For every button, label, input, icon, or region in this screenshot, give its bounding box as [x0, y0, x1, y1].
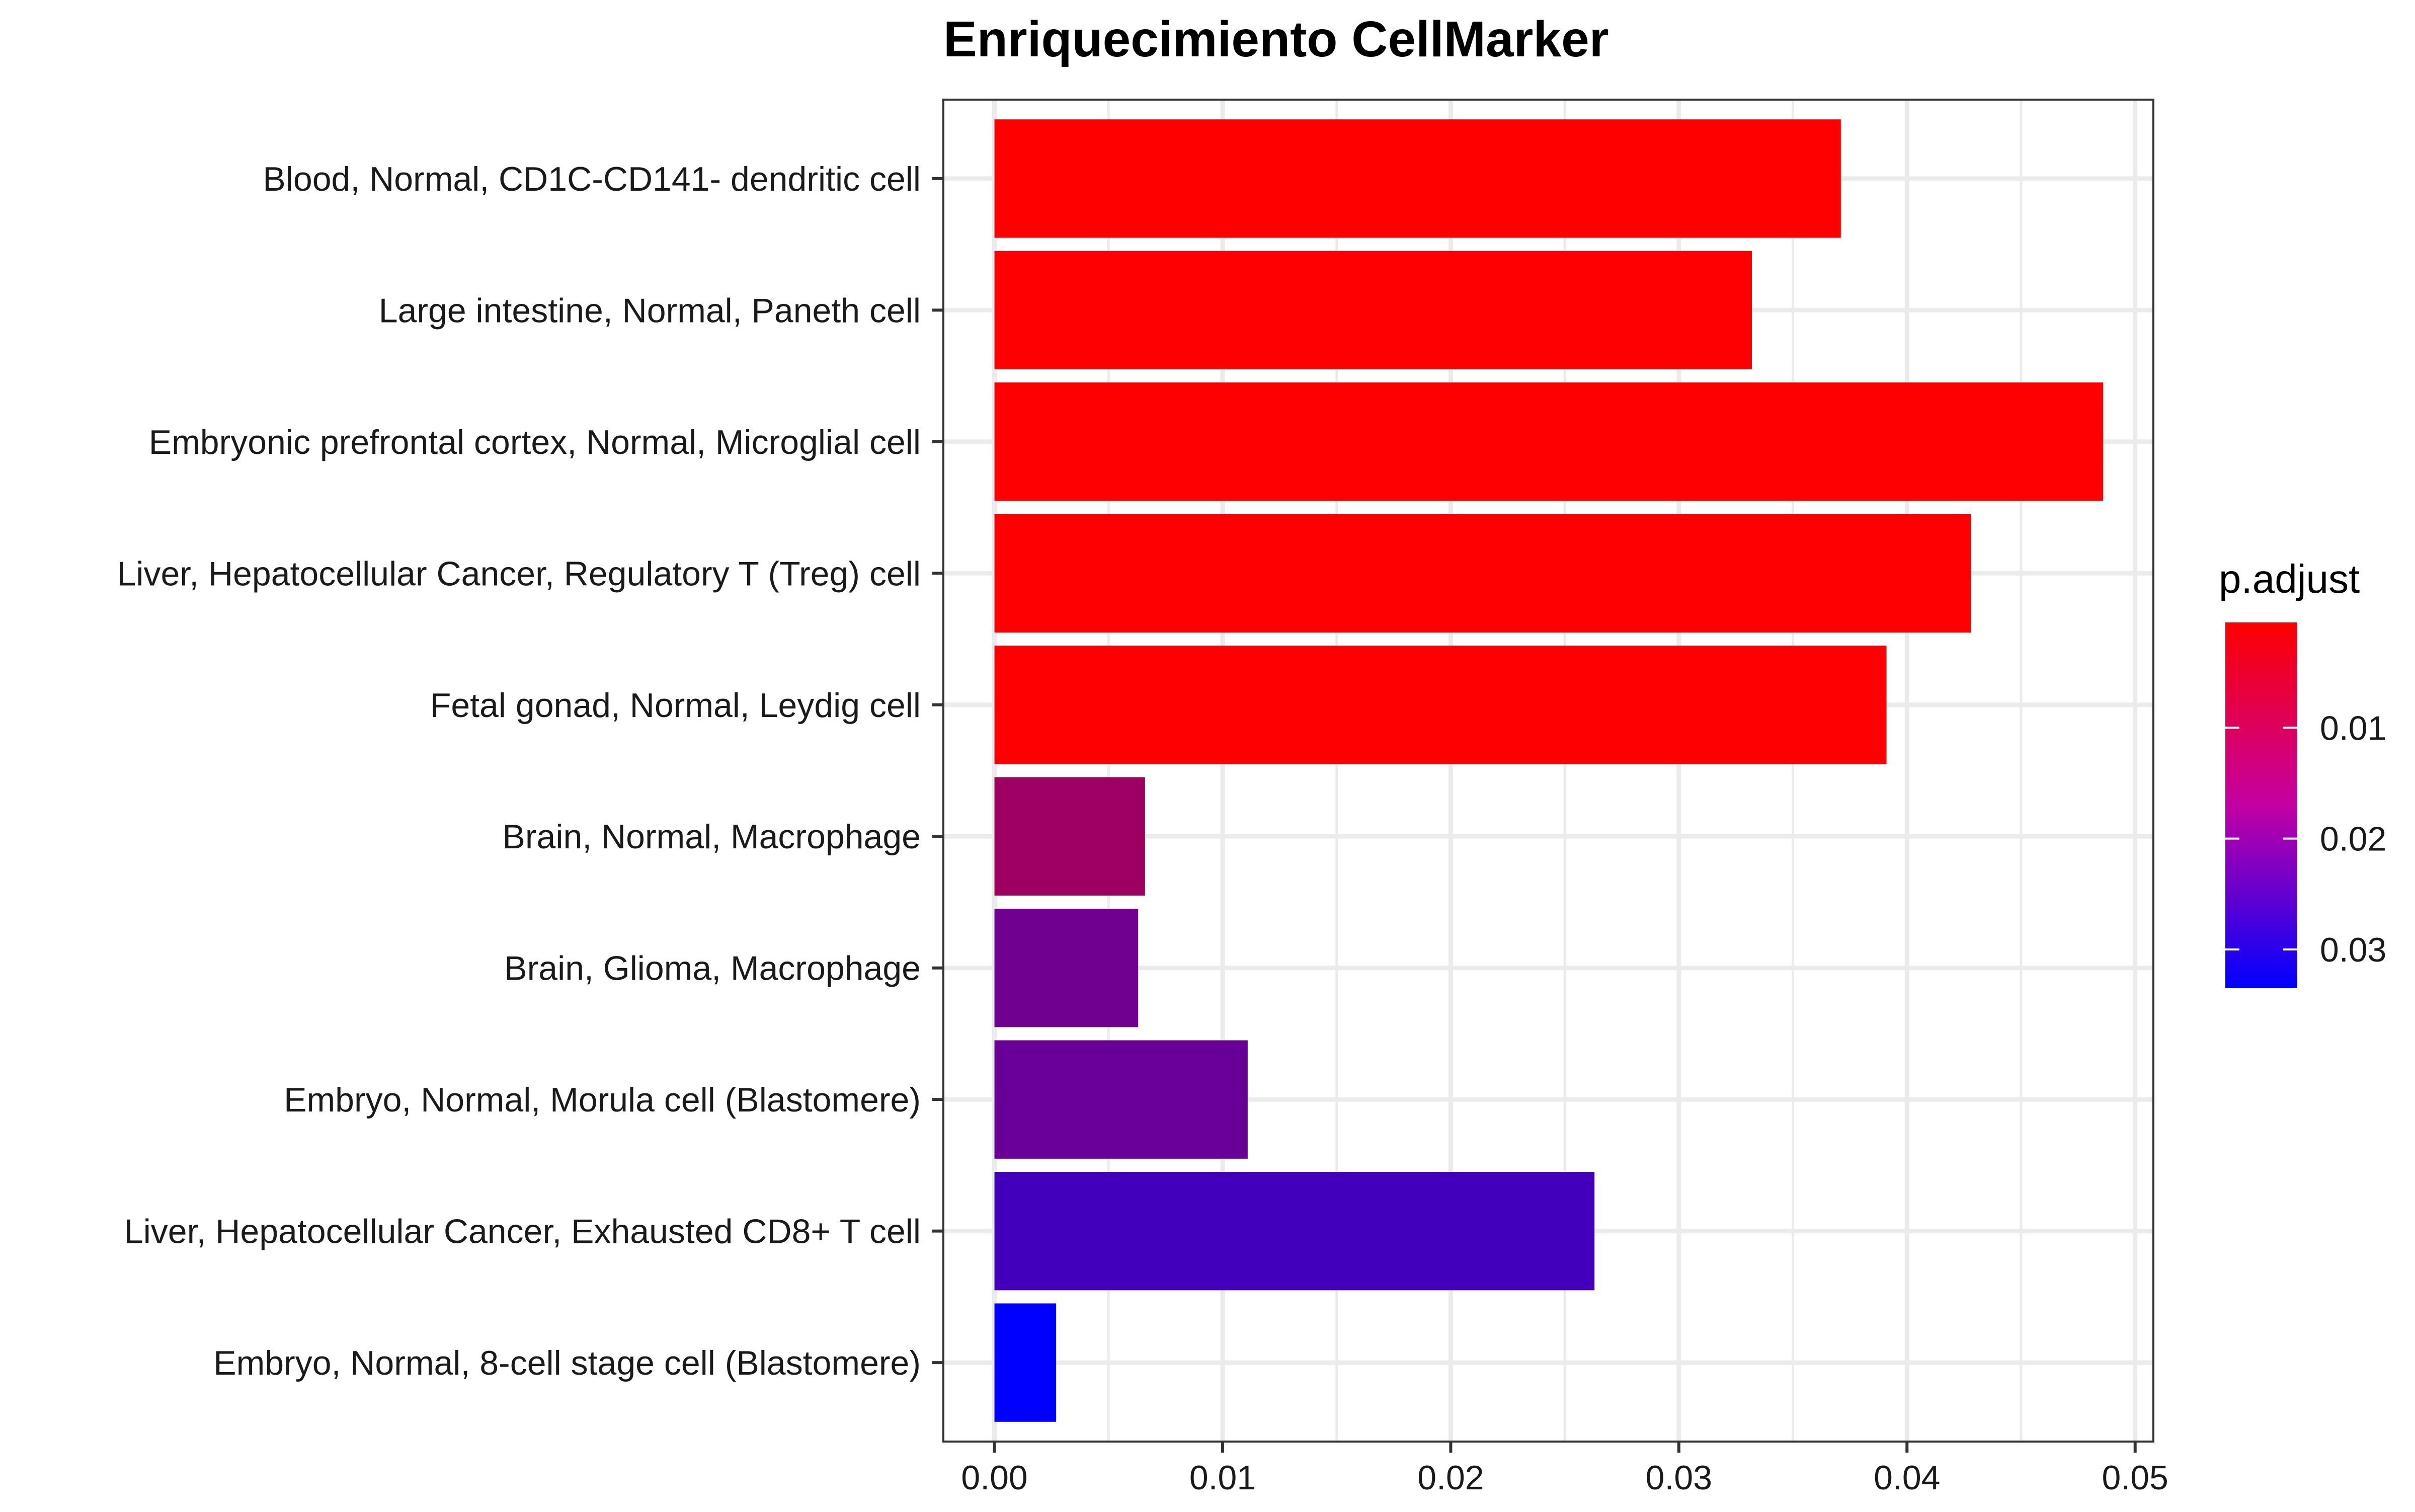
bar	[994, 251, 1752, 370]
bar	[994, 119, 1841, 238]
x-tick-label: 0.01	[1189, 1459, 1256, 1497]
y-tick-label: Large intestine, Normal, Paneth cell	[379, 291, 921, 330]
x-tick-label: 0.03	[1646, 1459, 1712, 1497]
x-tick-label: 0.05	[2102, 1459, 2168, 1497]
bar	[994, 1040, 1248, 1159]
bar	[994, 382, 2104, 501]
legend-title: p.adjust	[2219, 556, 2360, 601]
legend-ticks: 0.01 0.02 0.03	[2225, 709, 2386, 969]
x-tick-label: 0.00	[961, 1459, 1027, 1497]
y-tick-label: Brain, Normal, Macrophage	[503, 818, 921, 856]
legend-colorbar	[2225, 622, 2297, 988]
x-tick-label: 0.02	[1417, 1459, 1484, 1497]
bar	[994, 777, 1145, 896]
panel-border	[942, 99, 2154, 1443]
y-tick-label: Liver, Hepatocellular Cancer, Regulatory…	[117, 554, 921, 593]
bar	[994, 514, 1971, 632]
bar	[994, 1171, 1595, 1291]
legend-tick-label: 0.03	[2320, 931, 2386, 969]
legend-tick-label: 0.02	[2320, 820, 2386, 858]
bar	[994, 909, 1139, 1027]
legend: p.adjust 0.01 0.02 0.03	[2219, 556, 2386, 988]
bar	[994, 646, 1887, 764]
y-tick-label: Embryonic prefrontal cortex, Normal, Mic…	[149, 423, 921, 461]
bar	[994, 1303, 1056, 1422]
y-tick-label: Brain, Glioma, Macrophage	[504, 949, 921, 988]
x-tick-label: 0.04	[1874, 1459, 1940, 1497]
y-axis: Blood, Normal, CD1C-CD141- dendritic cel…	[117, 160, 943, 1382]
y-tick-label: Embryo, Normal, Morula cell (Blastomere)	[284, 1081, 921, 1119]
y-tick-label: Blood, Normal, CD1C-CD141- dendritic cel…	[263, 160, 921, 198]
plot-panel	[942, 99, 2154, 1443]
legend-tick-label: 0.01	[2320, 709, 2386, 747]
y-tick-label: Embryo, Normal, 8-cell stage cell (Blast…	[213, 1344, 921, 1382]
y-tick-label: Liver, Hepatocellular Cancer, Exhausted …	[124, 1213, 921, 1251]
y-tick-label: Fetal gonad, Normal, Leydig cell	[430, 686, 921, 725]
chart-title: Enriquecimiento CellMarker	[943, 11, 1609, 67]
x-axis: 0.00 0.01 0.02 0.03 0.04 0.05	[961, 1442, 2168, 1497]
